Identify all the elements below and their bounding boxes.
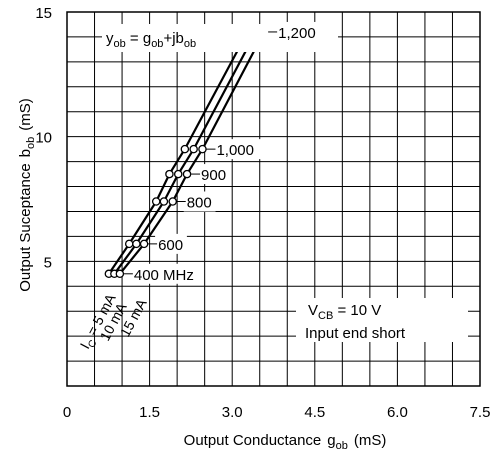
- frequency-label-bg: [130, 263, 198, 284]
- data-point: [115, 269, 125, 279]
- formula: yob = gob+jbob: [106, 30, 196, 50]
- plot-border: [66, 11, 481, 387]
- data-point: [124, 239, 134, 249]
- data-point: [182, 169, 192, 179]
- plot-frame: [66, 11, 481, 387]
- condition-input: Input end short: [305, 325, 406, 342]
- conditions-box: VCB = 10 V Input end short: [296, 298, 468, 342]
- x-tick-label: 7.5: [470, 404, 491, 421]
- data-point: [151, 197, 161, 206]
- data-point: [180, 144, 190, 154]
- frequency-labels: 400 MHz 600 800 900 1,000 1,200: [123, 21, 325, 284]
- y-tick-label: 10: [35, 130, 52, 147]
- data-point: [189, 144, 198, 154]
- series-line-0: [107, 31, 249, 275]
- condition-vcb: VCB = 10 V: [308, 302, 381, 322]
- frequency-label: 1,200: [278, 25, 316, 42]
- x-tick-label: 6.0: [387, 404, 408, 421]
- y-axis-label: Output Suceptancebob(mS): [17, 98, 37, 292]
- data-point: [168, 197, 177, 206]
- y-tick-label: 15: [35, 5, 52, 22]
- frequency-label-bg: [198, 164, 230, 185]
- frequency-label: 1,000: [216, 142, 254, 159]
- frequency-label-bg: [275, 21, 325, 42]
- data-point: [139, 239, 149, 249]
- x-tick-labels: 0 1.5 3.0 4.5 6.0 7.5: [63, 404, 491, 421]
- data-point: [159, 197, 169, 206]
- x-tick-label: 0: [63, 404, 71, 421]
- series-line-1: [113, 31, 257, 275]
- data-point: [132, 239, 141, 249]
- frequency-label: 600: [158, 237, 183, 254]
- frequency-label-bg: [213, 139, 263, 160]
- series-line-2: [119, 31, 266, 275]
- x-tick-label: 4.5: [304, 404, 325, 421]
- x-axis-label: Output Conductance gob (mS): [184, 432, 387, 452]
- frequency-label: 800: [187, 194, 212, 211]
- frequency-label: 400 MHz: [134, 267, 194, 284]
- y-tick-labels: 5 10 15: [35, 5, 52, 271]
- data-point: [165, 169, 174, 179]
- frequency-label-bg: [183, 191, 216, 212]
- data-point: [173, 169, 183, 179]
- x-tick-label: 3.0: [222, 404, 243, 421]
- data-point: [198, 144, 207, 154]
- curve-labels: IC = 5 mA 10 mA 15 mA: [77, 291, 150, 352]
- frequency-label-bg: [155, 233, 187, 254]
- curves: [107, 31, 266, 275]
- frequency-label: 900: [201, 167, 226, 184]
- x-tick-label: 1.5: [139, 404, 160, 421]
- y-tick-label: 5: [44, 254, 52, 271]
